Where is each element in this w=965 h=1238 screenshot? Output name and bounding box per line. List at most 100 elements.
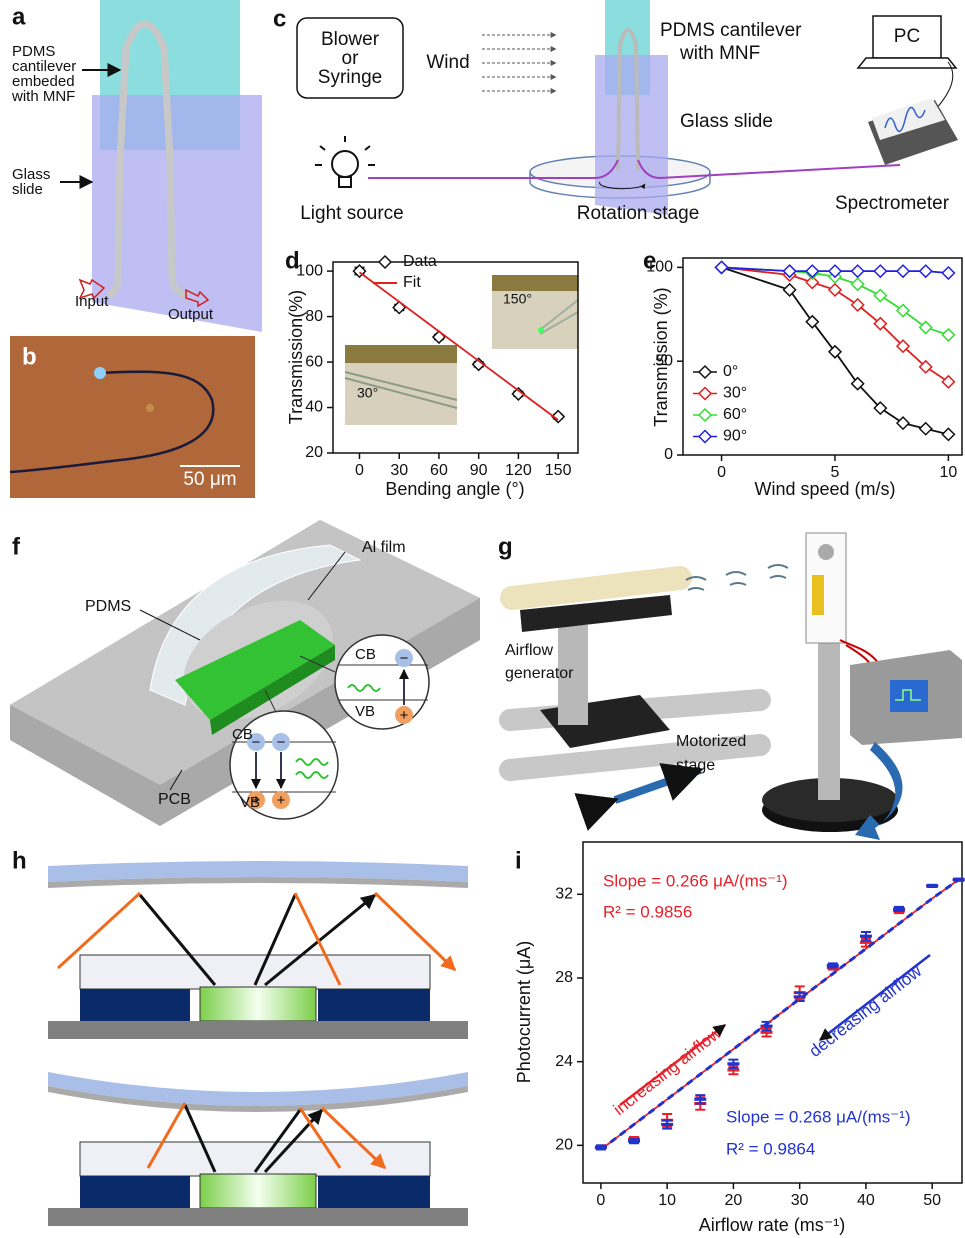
panel-c-shape <box>595 55 668 215</box>
panel-h-shape <box>318 1176 430 1208</box>
legend-swatch <box>377 254 393 270</box>
annotation: Slope = 0.266 μA/(ms⁻¹) <box>603 871 788 890</box>
panel-letter: c <box>273 5 286 32</box>
inset-photos-shape <box>539 299 579 335</box>
x-tick-label: 90 <box>470 462 488 479</box>
panel-letter: h <box>12 847 27 874</box>
data-point <box>850 376 865 391</box>
panel-g-shape <box>895 689 921 701</box>
panel-f-shape <box>299 655 336 673</box>
legend-swatch <box>697 364 713 380</box>
panel-b: b 50 μm <box>9 336 255 498</box>
legend-label: 60° <box>723 406 747 423</box>
data-point <box>941 427 956 442</box>
data-point <box>551 409 566 424</box>
panel-g-shape <box>574 763 704 831</box>
data-point <box>895 264 911 279</box>
callout: embeded <box>12 73 75 90</box>
callout: with MNF <box>11 88 75 105</box>
panel-f-shape <box>334 634 430 730</box>
data-point <box>873 401 888 416</box>
panel-g-shape <box>855 742 903 840</box>
panel-h-shape <box>138 895 375 987</box>
stage-label: Rotation stage <box>577 203 700 224</box>
x-tick-label: 0 <box>717 464 726 481</box>
data-point <box>873 316 888 331</box>
x-axis-title: Bending angle (°) <box>385 479 524 499</box>
charge: − <box>277 734 286 751</box>
charge: − <box>400 650 409 667</box>
panel-g-shape <box>520 595 672 632</box>
data-point <box>511 386 526 401</box>
legend-swatch <box>697 429 713 444</box>
y-axis-title: Photocurrent (μA) <box>514 941 534 1083</box>
panel-c-shape <box>872 98 945 140</box>
panel-h-shape <box>199 986 317 1022</box>
panel-c-shape <box>594 159 661 179</box>
series-line <box>358 271 559 421</box>
panel-h-shape <box>183 1105 322 1174</box>
charge: + <box>400 707 409 724</box>
panel-c-shape <box>599 181 646 190</box>
part-label: PDMS <box>85 598 131 615</box>
data-point <box>782 282 797 297</box>
annotation-arrow <box>619 1024 726 1106</box>
panel-f-shape <box>395 649 413 667</box>
x-tick-label: 0 <box>355 462 364 479</box>
x-tick-label: 150 <box>545 462 572 479</box>
y-tick-label: 50 <box>655 352 673 369</box>
panel-f-shape <box>139 609 201 641</box>
band-label: VB <box>355 703 375 720</box>
data-point <box>850 277 865 292</box>
panel-h-shape <box>199 1173 317 1209</box>
annotation: R² = 0.9864 <box>726 1139 815 1158</box>
panel-a-shape <box>92 95 262 332</box>
panel-h-shape <box>48 1072 468 1106</box>
panel-letter: e <box>643 247 656 274</box>
y-tick-label: 28 <box>555 969 573 986</box>
panel-g: g Airflow generator Motorized stage <box>498 532 962 840</box>
part-label: stage <box>676 757 715 774</box>
panel-g-shape <box>685 564 789 591</box>
inset-photos-shape <box>344 371 458 409</box>
part-label: Motorized <box>676 733 746 750</box>
y-tick-label: 40 <box>305 399 323 416</box>
legend-label: Fit <box>403 274 421 291</box>
panel-f-shape <box>395 706 413 724</box>
charge: − <box>252 734 261 751</box>
panel-h-shape <box>48 1086 468 1112</box>
data-point <box>782 264 797 279</box>
y-axis-title: Transmission (%) <box>651 287 671 426</box>
scale-bar-label: 50 μm <box>183 469 236 490</box>
y-tick-label: 0 <box>664 446 673 463</box>
panel-f-shape <box>169 769 183 791</box>
panel-c-shape <box>338 176 352 188</box>
plot-frame <box>682 257 963 456</box>
box-label: or <box>342 48 360 69</box>
panel-b-shape <box>10 336 255 498</box>
panel-c-shape <box>659 164 901 179</box>
spectrometer-label: Spectrometer <box>835 193 950 214</box>
part-label: Airflow <box>505 642 553 659</box>
legend-label: Data <box>403 253 437 270</box>
panel-c-shape <box>331 150 359 178</box>
legend-swatch <box>697 407 713 423</box>
panel-f: f Al film PDMS PCB CB VB CB VB − + − − +… <box>10 520 480 826</box>
data-point <box>392 300 407 315</box>
panel-b-shape <box>94 367 106 379</box>
data-point <box>827 344 843 359</box>
callout: cantilever <box>12 58 76 75</box>
panel-h-shape <box>318 989 430 1021</box>
panel-letter: i <box>515 847 522 874</box>
series-line <box>599 878 960 1151</box>
data-point <box>941 327 956 342</box>
part-label: generator <box>505 665 574 682</box>
data-point <box>918 320 933 335</box>
panel-h-shape <box>80 989 190 1021</box>
panel-h-shape <box>48 1021 468 1039</box>
charge: + <box>252 792 261 809</box>
inset-photos-shape <box>345 345 457 363</box>
band-label: CB <box>355 646 376 663</box>
box-label: Syringe <box>318 67 382 88</box>
